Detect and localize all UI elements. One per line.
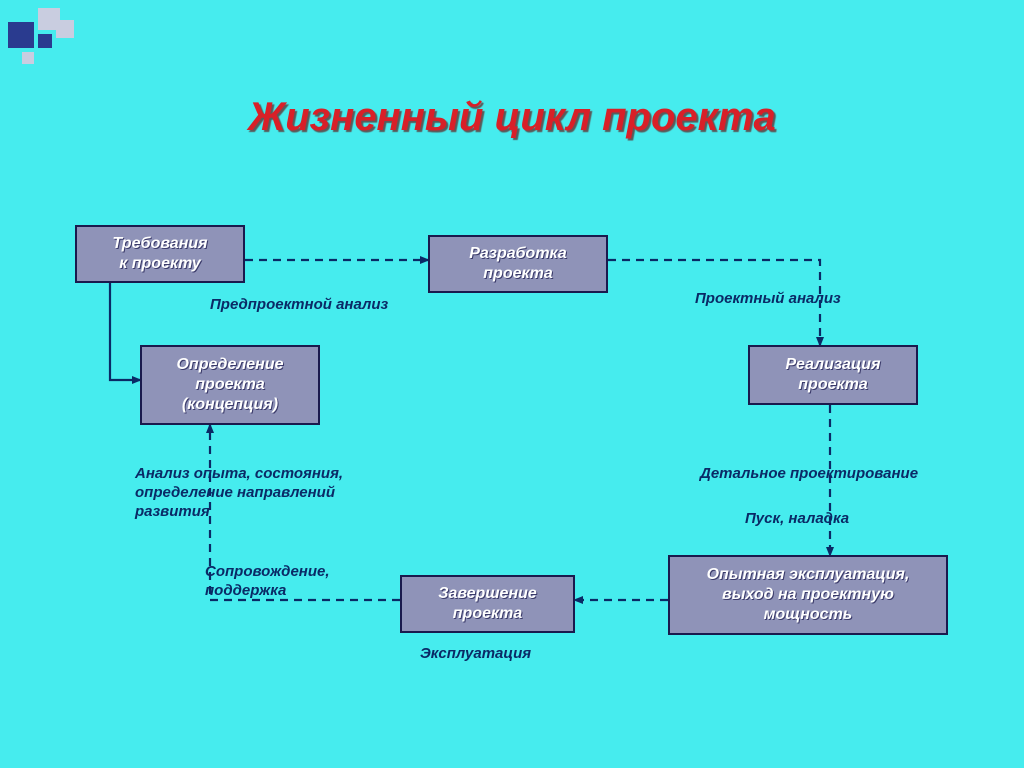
node-n3: Разработкапроекта [428,235,608,293]
node-n6: Завершениепроекта [400,575,575,633]
edge-label-e4: Пуск, наладка [745,510,849,529]
node-n1: Требованияк проекту [75,225,245,283]
edge-label-e3: Детальное проектирование [700,465,918,484]
node-n2: Определениепроекта(концепция) [140,345,320,425]
corner-decoration [8,8,128,68]
edge-label-e1: Предпроектной анализ [210,296,388,315]
edge-label-e6: Сопровождение,поддержка [205,563,330,601]
deco-square [8,22,34,48]
slide-title: Жизненный цикл проекта [0,95,1024,140]
deco-square [22,52,34,64]
deco-square [38,34,52,48]
arrow-solid [110,283,140,380]
node-n5: Опытная эксплуатация,выход на проектнуюм… [668,555,948,635]
slide-canvas: Жизненный цикл проекта Требованияк проек… [0,0,1024,768]
node-n4: Реализацияпроекта [748,345,918,405]
edge-label-e2: Проектный анализ [695,290,841,309]
edge-label-e7: Анализ опыта, состояния,определение напр… [135,465,343,521]
edge-label-e5: Эксплуатация [420,645,531,664]
deco-square [56,20,74,38]
